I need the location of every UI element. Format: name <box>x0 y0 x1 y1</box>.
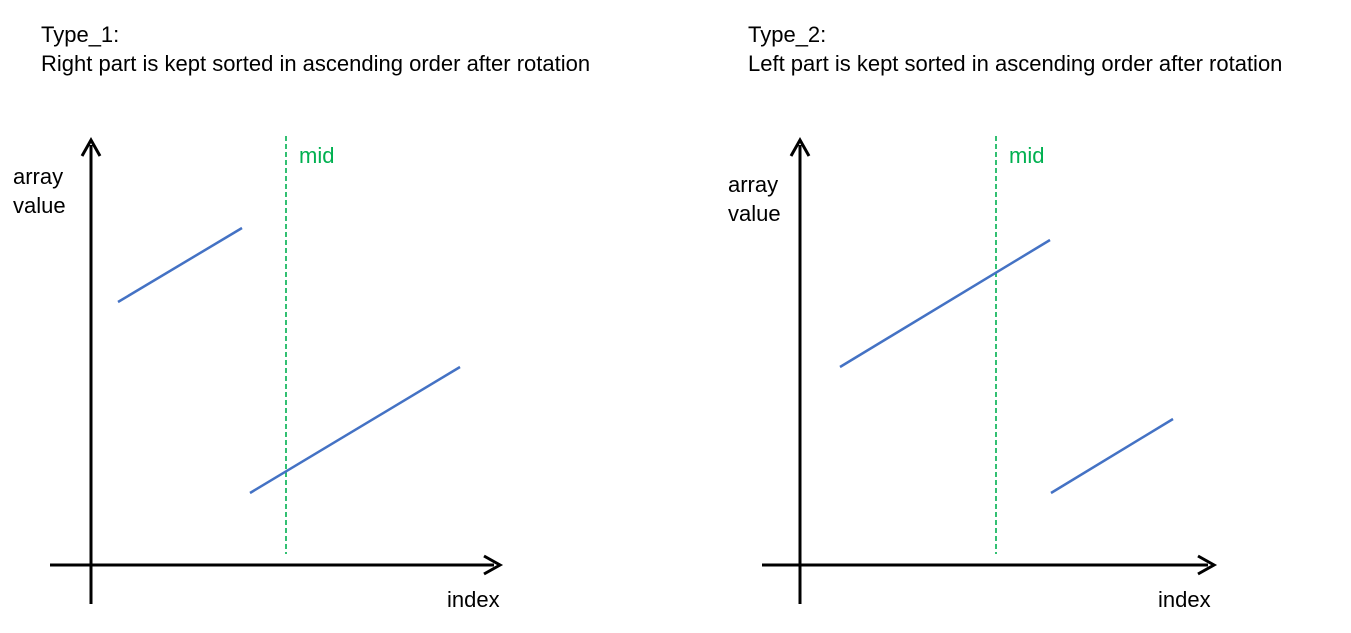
panel-title: Type_1: Right part is kept sorted in asc… <box>41 20 590 78</box>
y-axis-label-line-2: value <box>728 201 781 226</box>
x-axis-arrowhead <box>483 554 504 576</box>
diagram-panel-type-2: Type_2: Left part is kept sorted in asce… <box>676 0 1351 633</box>
panel-heading: Type_2: <box>748 22 827 47</box>
y-axis-label-line-2: value <box>13 193 66 218</box>
panel-title: Type_2: Left part is kept sorted in asce… <box>748 20 1282 78</box>
lower-segment <box>249 365 461 495</box>
panel-description: Left part is kept sorted in ascending or… <box>748 51 1283 76</box>
x-axis-label: index <box>1158 587 1211 612</box>
mid-label: mid <box>299 143 334 168</box>
y-axis-arrowhead <box>789 136 811 157</box>
rotation-diagram-type-2: mid array value index <box>728 136 1218 612</box>
panel-heading: Type_1: <box>41 22 120 47</box>
panel-description: Right part is kept sorted in ascending o… <box>41 51 591 76</box>
diagram-panel-type-1: Type_1: Right part is kept sorted in asc… <box>13 20 590 612</box>
y-axis-label-line-1: array <box>13 164 63 189</box>
y-axis-arrowhead <box>80 136 102 157</box>
upper-segment <box>839 238 1051 369</box>
rotation-diagram-type-1: mid array value index <box>13 136 504 612</box>
upper-segment <box>117 226 243 304</box>
y-axis-label-line-1: array <box>728 172 778 197</box>
x-axis-label: index <box>447 587 500 612</box>
x-axis-arrowhead <box>1197 554 1218 576</box>
lower-segment <box>1050 417 1174 495</box>
mid-label: mid <box>1009 143 1044 168</box>
